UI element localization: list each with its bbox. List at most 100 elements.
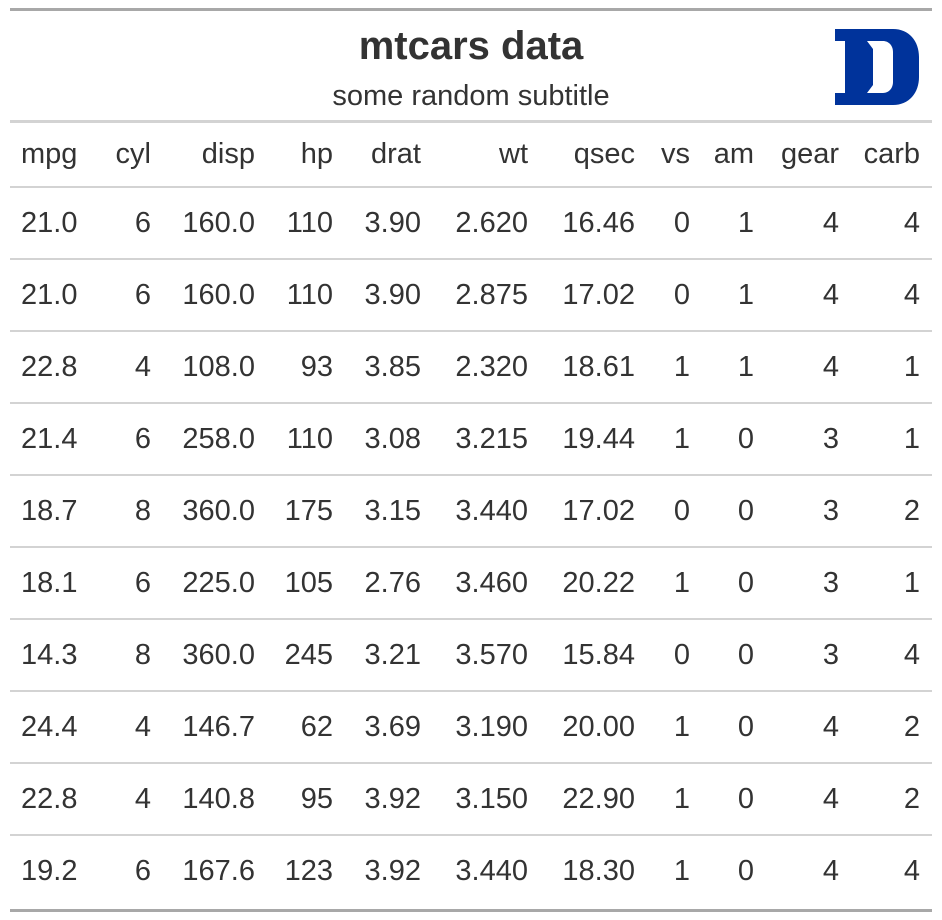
cell-drat: 3.85 bbox=[345, 331, 433, 404]
cell-drat: 3.21 bbox=[345, 619, 433, 692]
cell-wt: 2.620 bbox=[433, 187, 540, 260]
cell-am: 0 bbox=[702, 475, 766, 548]
cell-wt: 3.460 bbox=[433, 547, 540, 620]
cell-gear: 4 bbox=[766, 763, 851, 836]
column-header-hp: hp bbox=[267, 123, 345, 188]
cell-mpg: 18.1 bbox=[10, 547, 97, 620]
cell-qsec: 16.46 bbox=[540, 187, 647, 260]
cell-hp: 175 bbox=[267, 475, 345, 548]
cell-vs: 1 bbox=[673, 854, 690, 887]
table-row: 18.7 8 360.0 175 3.15 3.440 17.02 0 0 3 2 bbox=[10, 475, 932, 548]
cell-qsec: 19.44 bbox=[540, 403, 647, 476]
cell-vs: 1 bbox=[647, 547, 702, 620]
cell-disp: 360.0 bbox=[163, 475, 267, 548]
table-row: 24.4 4 146.7 62 3.69 3.190 20.00 1 0 4 2 bbox=[10, 691, 932, 764]
table-row: 21.0 6 160.0 110 3.90 2.875 17.02 0 1 4 4 bbox=[10, 259, 932, 332]
cell-cyl: 4 bbox=[97, 691, 163, 764]
duke-d-logo-icon bbox=[835, 29, 919, 105]
column-header-drat: drat bbox=[345, 123, 433, 188]
column-header-cyl: cyl bbox=[97, 123, 163, 188]
cell-hp: 105 bbox=[267, 547, 345, 620]
cell-wt: 3.150 bbox=[433, 763, 540, 836]
cell-am: 1 bbox=[702, 331, 766, 404]
table-subtitle: some random subtitle bbox=[332, 80, 610, 112]
cell-carb: 4 bbox=[903, 854, 920, 887]
cell-gear: 4 bbox=[766, 691, 851, 764]
column-header-wt: wt bbox=[433, 123, 540, 188]
cell-vs: 0 bbox=[647, 475, 702, 548]
cell-drat: 2.76 bbox=[345, 547, 433, 620]
mtcars-table: mpg cyl disp hp drat wt qsec vs am gear carb 21.0 6… bbox=[10, 123, 932, 906]
cell-hp: 62 bbox=[267, 691, 345, 764]
table-row: 18.1 6 225.0 105 2.76 3.460 20.22 1 0 3 1 bbox=[10, 547, 932, 620]
cell-cyl: 4 bbox=[97, 331, 163, 404]
cell-gear: 3 bbox=[766, 475, 851, 548]
cell-am: 0 bbox=[702, 763, 766, 836]
cell-drat: 3.69 bbox=[345, 691, 433, 764]
cell-gear: 3 bbox=[766, 547, 851, 620]
cell-cyl: 6 bbox=[97, 547, 163, 620]
cell-vs: 1 bbox=[647, 763, 702, 836]
cell-disp: 146.7 bbox=[163, 691, 267, 764]
cell-hp: 110 bbox=[267, 187, 345, 260]
column-header-disp: disp bbox=[163, 123, 267, 188]
cell-disp: 160.0 bbox=[163, 187, 267, 260]
cell-wt: 2.875 bbox=[433, 259, 540, 332]
cell-am: 0 bbox=[737, 854, 754, 887]
cell-drat: 3.90 bbox=[345, 259, 433, 332]
cell-disp: 360.0 bbox=[163, 619, 267, 692]
cell-qsec: 18.61 bbox=[540, 331, 647, 404]
cell-am: 1 bbox=[702, 187, 766, 260]
cell-gear: 4 bbox=[766, 331, 851, 404]
cell-hp: 110 bbox=[267, 259, 345, 332]
cell-gear: 4 bbox=[766, 187, 851, 260]
cell-wt: 2.320 bbox=[433, 331, 540, 404]
cell-mpg: 14.3 bbox=[10, 619, 97, 692]
table-row: 19.2 6 167.6 123 3.92 3.440 18.30 1 0 4 4 bbox=[10, 835, 932, 906]
cell-wt: 3.215 bbox=[433, 403, 540, 476]
column-header-mpg: mpg bbox=[10, 123, 97, 188]
cell-disp: 140.8 bbox=[163, 763, 267, 836]
table-header: mtcars data some random subtitle bbox=[10, 11, 932, 123]
cell-mpg: 22.8 bbox=[10, 331, 97, 404]
cell-gear: 4 bbox=[822, 854, 839, 887]
cell-cyl: 8 bbox=[97, 475, 163, 548]
cell-drat: 3.90 bbox=[345, 187, 433, 260]
cell-hp: 95 bbox=[267, 763, 345, 836]
table-row: 21.0 6 160.0 110 3.90 2.620 16.46 0 1 4 4 bbox=[10, 187, 932, 260]
cell-wt: 3.440 bbox=[433, 475, 540, 548]
cell-am: 0 bbox=[702, 547, 766, 620]
cell-am: 0 bbox=[702, 403, 766, 476]
column-header-row: mpg cyl disp hp drat wt qsec vs am gear carb bbox=[10, 123, 932, 188]
cell-hp: 245 bbox=[267, 619, 345, 692]
column-header-gear: gear bbox=[766, 123, 851, 188]
cell-cyl: 6 bbox=[134, 854, 151, 887]
cell-drat: 3.92 bbox=[364, 854, 421, 887]
cell-vs: 0 bbox=[647, 259, 702, 332]
cell-carb: 4 bbox=[851, 619, 932, 692]
cell-vs: 1 bbox=[647, 691, 702, 764]
cell-mpg: 24.4 bbox=[10, 691, 97, 764]
cell-am: 0 bbox=[702, 691, 766, 764]
cell-qsec: 20.00 bbox=[540, 691, 647, 764]
cell-qsec: 17.02 bbox=[540, 475, 647, 548]
cell-drat: 3.08 bbox=[345, 403, 433, 476]
cell-gear: 3 bbox=[766, 619, 851, 692]
cell-gear: 4 bbox=[766, 259, 851, 332]
column-header-vs: vs bbox=[647, 123, 702, 188]
cell-am: 1 bbox=[702, 259, 766, 332]
cell-hp: 123 bbox=[284, 854, 333, 887]
cell-qsec: 22.90 bbox=[540, 763, 647, 836]
table-row: 14.3 8 360.0 245 3.21 3.570 15.84 0 0 3 4 bbox=[10, 619, 932, 692]
cell-carb: 2 bbox=[851, 763, 932, 836]
cell-mpg: 19.2 bbox=[21, 854, 78, 887]
cell-wt: 3.440 bbox=[455, 854, 528, 887]
cell-drat: 3.15 bbox=[345, 475, 433, 548]
cell-vs: 1 bbox=[647, 331, 702, 404]
table-row: 22.8 4 140.8 95 3.92 3.150 22.90 1 0 4 2 bbox=[10, 763, 932, 836]
cell-mpg: 22.8 bbox=[10, 763, 97, 836]
cell-carb: 1 bbox=[851, 403, 932, 476]
cell-vs: 1 bbox=[647, 403, 702, 476]
cell-mpg: 21.0 bbox=[10, 187, 97, 260]
column-header-am: am bbox=[702, 123, 766, 188]
